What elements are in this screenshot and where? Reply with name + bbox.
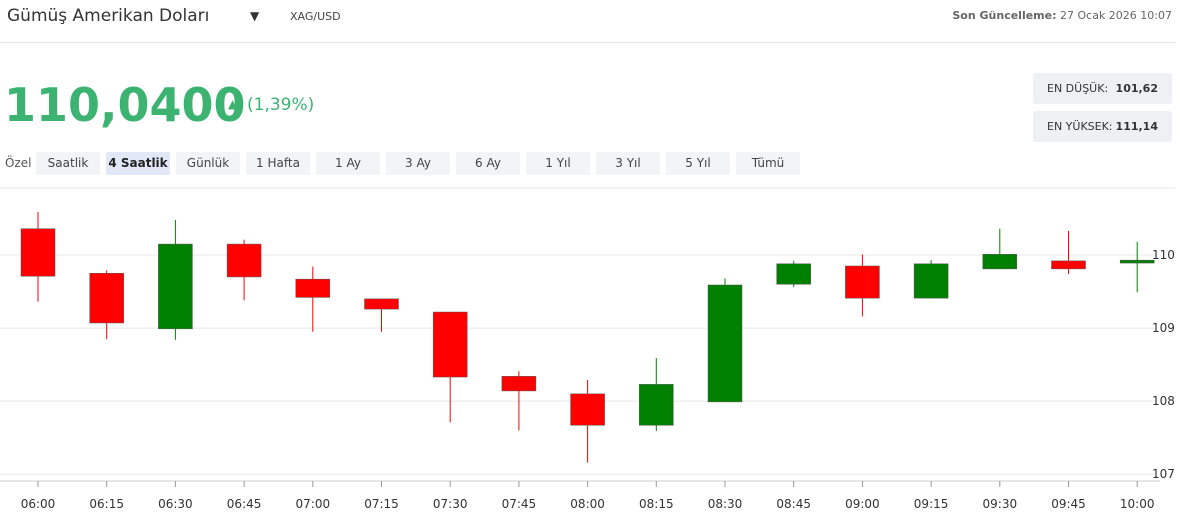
low-box: EN DÜŞÜK: 101,62 [1033,73,1172,104]
candle-body [913,263,949,299]
candle-body [158,243,193,330]
candle-body [845,265,880,299]
x-tick-label: 08:45 [776,497,811,511]
period-button[interactable]: 4 Saatlik [106,152,170,175]
period-button[interactable]: 6 Ay [456,152,520,175]
update: Son Güncelleme: 27 Ocak 2026 10:07 [952,9,1172,22]
candle-body [432,311,468,378]
candle-body [570,393,605,426]
period-button[interactable]: Tümü [736,152,800,175]
divider [0,42,1175,43]
y-tick-label: 109 [1152,321,1175,335]
x-tick-label: 09:00 [845,497,880,511]
price: 110,0400 [4,78,246,132]
y-tick-label: 107 [1152,467,1175,481]
x-tick-label: 09:30 [983,497,1018,511]
custom-period[interactable]: Özel [5,156,32,170]
candle-body [982,254,1018,270]
candle-body [707,284,743,403]
x-tick-label: 09:15 [914,497,949,511]
up-arrow: ▲ [228,97,238,111]
symbol: XAG/USD [290,10,341,23]
update-label: Son Güncelleme: [952,9,1057,22]
high-label: EN YÜKSEK: [1047,120,1113,133]
period-button[interactable]: 1 Hafta [246,152,310,175]
candle-body [295,278,331,298]
update-value: 27 Ocak 2026 10:07 [1060,9,1172,22]
candle-body [20,228,56,277]
x-tick-label: 06:30 [158,497,193,511]
dropdown-caret[interactable]: ▼ [250,9,260,23]
y-tick-label: 110 [1152,248,1175,262]
high-value: 111,14 [1115,120,1158,133]
candle-body [364,298,399,310]
period-button[interactable]: 1 Yıl [526,152,590,175]
candle-body [1051,260,1086,270]
candle-body [501,376,537,392]
period-button[interactable]: 3 Yıl [596,152,660,175]
candle-body [776,263,811,285]
period-button[interactable]: Günlük [176,152,240,175]
high-box: EN YÜKSEK: 111,14 [1033,111,1172,142]
x-tick-label: 07:45 [502,497,537,511]
period-button[interactable]: Saatlik [36,152,100,175]
y-tick-label: 108 [1152,394,1175,408]
price-change: (1,39%) [247,95,315,115]
x-tick-label: 08:15 [639,497,674,511]
x-tick-label: 06:45 [227,497,262,511]
x-tick-label: 06:00 [21,497,56,511]
x-tick-label: 07:15 [364,497,399,511]
candle-body [1119,259,1155,264]
x-tick-label: 08:30 [708,497,743,511]
period-button[interactable]: 3 Ay [386,152,450,175]
x-tick-label: 10:00 [1120,497,1155,511]
low-value: 101,62 [1115,82,1158,95]
candle-body [226,243,262,278]
title: Gümüş Amerikan Doları [7,6,210,26]
x-tick-label: 09:45 [1051,497,1086,511]
x-tick-label: 07:00 [296,497,331,511]
low-label: EN DÜŞÜK: [1047,82,1109,95]
x-tick-label: 07:30 [433,497,468,511]
period-button[interactable]: 1 Ay [316,152,380,175]
chart: 107 108 109 110 06:00 06:15 06:30 06:45 07:00 07:… [0,187,1175,511]
candle-body [639,384,674,426]
x-tick-label: 06:15 [89,497,124,511]
x-tick-label: 08:00 [570,497,605,511]
period-button[interactable]: 5 Yıl [666,152,730,175]
candle-body [89,273,124,324]
